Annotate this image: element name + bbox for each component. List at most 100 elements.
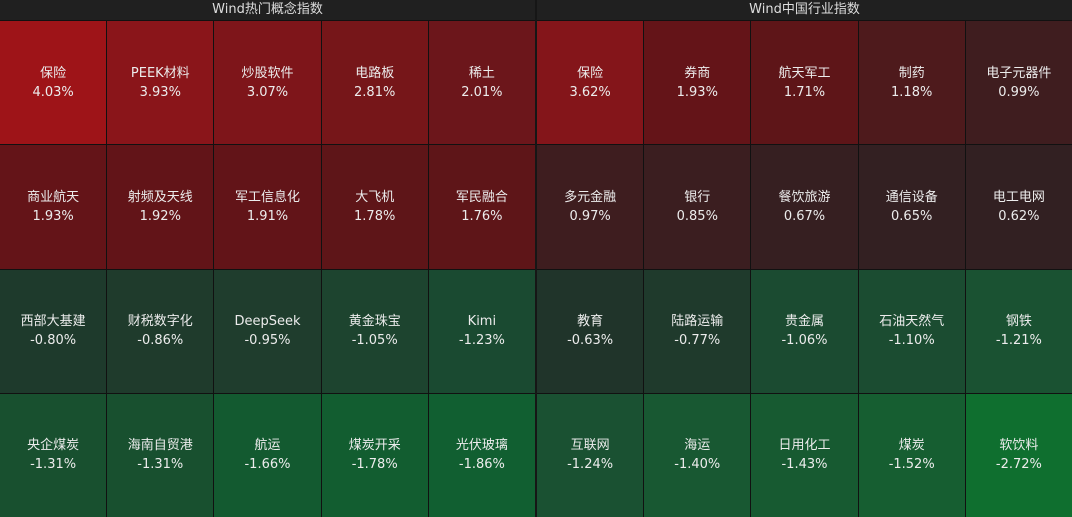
tile[interactable]: DeepSeek -0.95% xyxy=(214,269,321,393)
tile-name: 财税数字化 xyxy=(127,314,193,330)
tile[interactable]: 煤炭开采 -1.78% xyxy=(321,393,428,517)
tile[interactable]: 通信设备 0.65% xyxy=(858,145,965,269)
tile-change: 3.07% xyxy=(246,84,289,100)
tile-name: 钢铁 xyxy=(1005,314,1032,330)
tile-name: 教育 xyxy=(577,314,604,330)
tile-change: 3.62% xyxy=(569,84,611,100)
tile-change: 1.93% xyxy=(32,208,74,224)
tile-name: 稀土 xyxy=(468,65,495,81)
tile[interactable]: 电工电网 0.62% xyxy=(965,145,1072,269)
tile-change: -1.78% xyxy=(351,457,398,473)
tile-change: 0.62% xyxy=(998,208,1040,224)
tile[interactable]: PEEK材料 3.93% xyxy=(107,21,214,145)
tile[interactable]: 央企煤炭 -1.31% xyxy=(0,393,107,517)
tile-change: -1.21% xyxy=(995,333,1042,349)
tile[interactable]: 海运 -1.40% xyxy=(644,393,751,517)
tile-change: -1.23% xyxy=(458,333,505,349)
tile[interactable]: 互联网 -1.24% xyxy=(537,393,644,517)
tile[interactable]: 日用化工 -1.43% xyxy=(751,393,858,517)
tile-name: 西部大基建 xyxy=(20,314,86,330)
tile-name: 日用化工 xyxy=(778,438,831,454)
panel: Wind中国行业指数 保险 3.62% 券商 1.93% 航天军工 1.71% 制药 1.18%… xyxy=(537,0,1072,517)
tile[interactable]: 军工信息化 1.91% xyxy=(214,145,321,269)
tile-name: 通信设备 xyxy=(885,189,938,205)
tile-name: PEEK材料 xyxy=(130,65,190,81)
tile-change: 0.67% xyxy=(783,208,826,224)
tile[interactable]: 电子元器件 0.99% xyxy=(965,21,1072,145)
tile-grid: 保险 4.03% PEEK材料 3.93% 炒股软件 3.07% 电路板 2.81% 稀土 2.0… xyxy=(0,21,535,517)
tile[interactable]: 软饮料 -2.72% xyxy=(965,393,1072,517)
tile-change: -1.31% xyxy=(137,457,184,473)
tile[interactable]: 炒股软件 3.07% xyxy=(214,21,321,145)
tile-change: -2.72% xyxy=(995,457,1042,473)
tile[interactable]: 餐饮旅游 0.67% xyxy=(751,145,858,269)
tile[interactable]: 大飞机 1.78% xyxy=(321,145,428,269)
tile[interactable]: 商业航天 1.93% xyxy=(0,145,107,269)
tile[interactable]: 保险 4.03% xyxy=(0,21,107,145)
tile-name: 贵金属 xyxy=(784,314,824,330)
tile[interactable]: 财税数字化 -0.86% xyxy=(107,269,214,393)
tile-name: 航运 xyxy=(254,438,281,454)
tile-change: 3.93% xyxy=(139,84,181,100)
tile[interactable]: 光伏玻璃 -1.86% xyxy=(428,393,535,517)
tile-name: 保险 xyxy=(40,65,67,81)
tile-name: 保险 xyxy=(577,65,604,81)
tile-name: 电路板 xyxy=(355,65,395,81)
tile-change: -1.40% xyxy=(674,457,721,473)
tile-name: 石油天然气 xyxy=(879,314,945,330)
tile-name: 陆路运输 xyxy=(671,314,724,330)
tile[interactable]: 电路板 2.81% xyxy=(321,21,428,145)
tile[interactable]: 石油天然气 -1.10% xyxy=(858,269,965,393)
tile[interactable]: 多元金融 0.97% xyxy=(537,145,644,269)
tile-change: 1.91% xyxy=(246,208,289,224)
tile-change: -1.10% xyxy=(888,333,935,349)
tile-name: 软饮料 xyxy=(999,438,1039,454)
tile[interactable]: 西部大基建 -0.80% xyxy=(0,269,107,393)
tile[interactable]: 保险 3.62% xyxy=(537,21,644,145)
tile[interactable]: 军民融合 1.76% xyxy=(428,145,535,269)
tile-change: 1.18% xyxy=(891,84,933,100)
tile[interactable]: 券商 1.93% xyxy=(644,21,751,145)
tile[interactable]: 贵金属 -1.06% xyxy=(751,269,858,393)
tile-name: 电子元器件 xyxy=(986,65,1052,81)
tile[interactable]: 煤炭 -1.52% xyxy=(858,393,965,517)
tile[interactable]: 陆路运输 -0.77% xyxy=(644,269,751,393)
tile-name: 射频及天线 xyxy=(127,189,193,205)
tile[interactable]: 稀土 2.01% xyxy=(428,21,535,145)
tile[interactable]: 航运 -1.66% xyxy=(214,393,321,517)
panel: Wind热门概念指数 保险 4.03% PEEK材料 3.93% 炒股软件 3.07% 电路板… xyxy=(0,0,535,517)
tile-name: 煤炭开采 xyxy=(348,438,401,454)
tile-name: 炒股软件 xyxy=(241,65,294,81)
tile[interactable]: 制药 1.18% xyxy=(858,21,965,145)
tile-name: 电工电网 xyxy=(992,189,1045,205)
tile-change: 0.97% xyxy=(569,208,611,224)
tile[interactable]: 黄金珠宝 -1.05% xyxy=(321,269,428,393)
tile-change: -0.86% xyxy=(137,333,184,349)
tile[interactable]: 银行 0.85% xyxy=(644,145,751,269)
tile-name: 央企煤炭 xyxy=(27,438,80,454)
tile[interactable]: Kimi -1.23% xyxy=(428,269,535,393)
tile-change: 1.71% xyxy=(783,84,826,100)
tile-name: 军民融合 xyxy=(455,189,508,205)
tile-change: -0.80% xyxy=(30,333,77,349)
tile[interactable]: 射频及天线 1.92% xyxy=(107,145,214,269)
tile-name: 券商 xyxy=(684,65,711,81)
tile-name: 煤炭 xyxy=(898,438,925,454)
tile-change: -1.24% xyxy=(567,457,614,473)
tile-change: 0.85% xyxy=(676,208,718,224)
tile[interactable]: 航天军工 1.71% xyxy=(751,21,858,145)
tile[interactable]: 教育 -0.63% xyxy=(537,269,644,393)
tile-change: -0.95% xyxy=(244,333,291,349)
tile[interactable]: 钢铁 -1.21% xyxy=(965,269,1072,393)
tile-change: 2.01% xyxy=(461,84,503,100)
tile-name: 商业航天 xyxy=(27,189,80,205)
tile-change: 0.99% xyxy=(998,84,1040,100)
tile-name: Kimi xyxy=(467,314,497,330)
tile-change: 1.92% xyxy=(139,208,181,224)
tile-change: 1.76% xyxy=(461,208,503,224)
tile-name: 军工信息化 xyxy=(234,189,300,205)
tile-name: 黄金珠宝 xyxy=(348,314,401,330)
panel-title: Wind热门概念指数 xyxy=(0,0,535,21)
tile[interactable]: 海南自贸港 -1.31% xyxy=(107,393,214,517)
